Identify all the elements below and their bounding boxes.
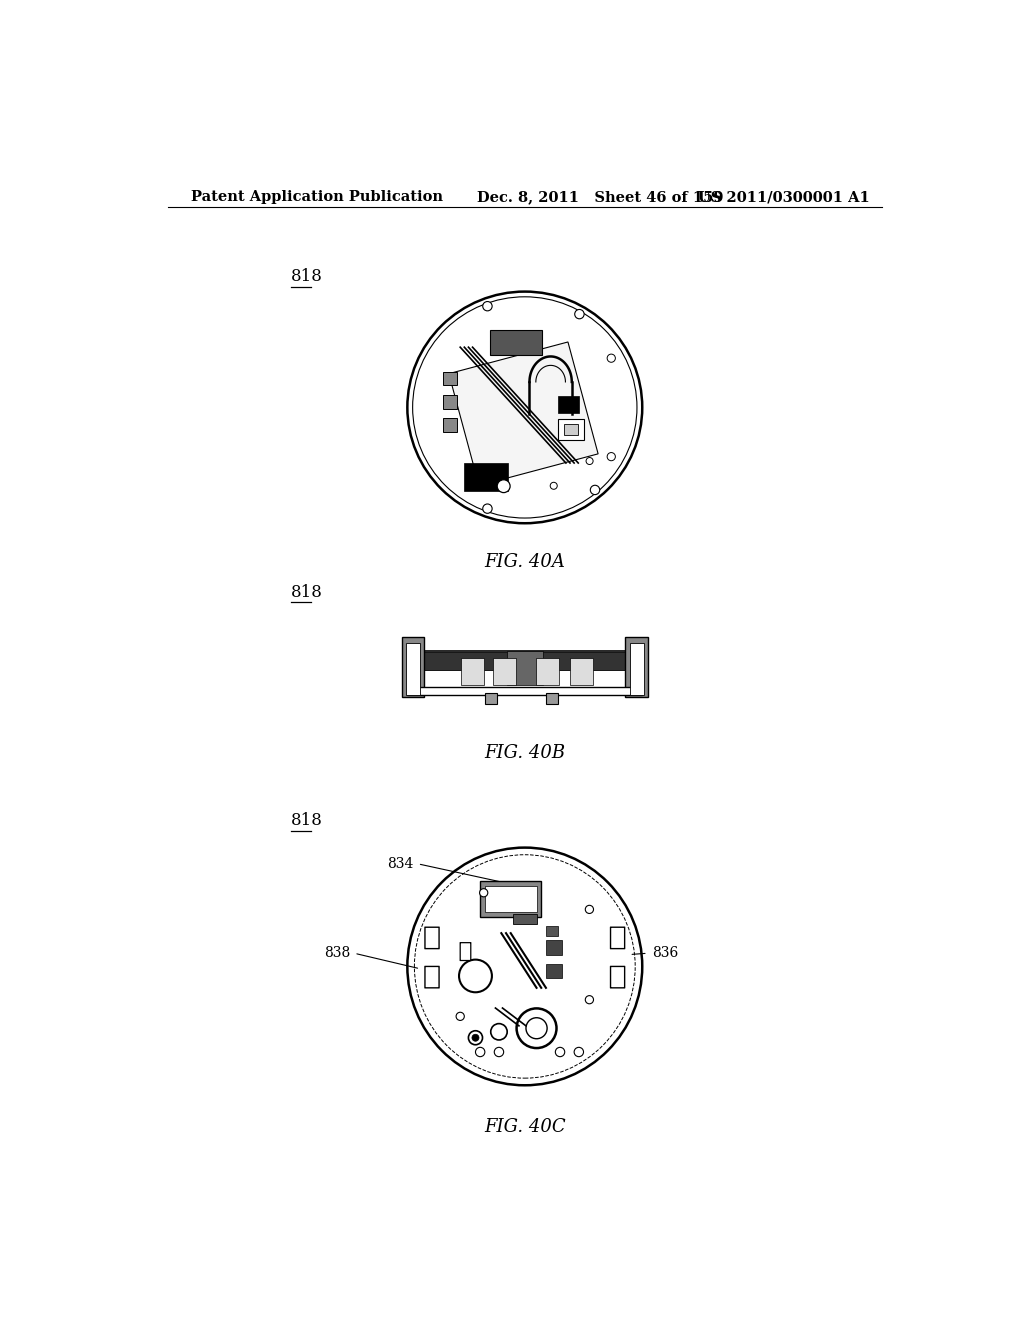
Text: 834: 834 [387, 857, 414, 871]
Bar [442, 418, 457, 432]
Circle shape [512, 890, 519, 896]
Circle shape [550, 482, 557, 490]
Circle shape [586, 995, 594, 1003]
Bar [507, 651, 543, 685]
Bar [407, 643, 420, 694]
Text: US 2011/0300001 A1: US 2011/0300001 A1 [698, 190, 870, 205]
Text: Patent Application Publication: Patent Application Publication [191, 190, 443, 205]
Bar [412, 651, 638, 689]
Bar [626, 638, 648, 697]
Bar [485, 886, 537, 912]
Circle shape [490, 1023, 507, 1040]
Circle shape [475, 1047, 485, 1057]
Bar [513, 915, 537, 924]
Bar [401, 638, 424, 697]
Circle shape [500, 903, 507, 911]
Circle shape [516, 1008, 556, 1048]
Bar [462, 659, 484, 685]
FancyBboxPatch shape [425, 966, 439, 987]
FancyBboxPatch shape [460, 942, 471, 961]
Circle shape [500, 890, 507, 896]
Text: Dec. 8, 2011   Sheet 46 of 159: Dec. 8, 2011 Sheet 46 of 159 [477, 190, 724, 205]
Bar [558, 396, 579, 413]
Circle shape [495, 1047, 504, 1057]
Circle shape [523, 890, 530, 896]
Circle shape [590, 486, 600, 495]
Ellipse shape [409, 849, 641, 1084]
Text: 818: 818 [291, 583, 323, 601]
Bar [489, 330, 543, 355]
Circle shape [482, 301, 493, 312]
Bar [570, 659, 593, 685]
Bar [630, 643, 643, 694]
Circle shape [459, 960, 492, 993]
FancyBboxPatch shape [425, 927, 439, 949]
Bar [480, 880, 542, 916]
Text: 836: 836 [651, 946, 678, 960]
Circle shape [512, 903, 519, 911]
Circle shape [574, 309, 584, 319]
Text: 838: 838 [324, 946, 350, 960]
FancyBboxPatch shape [610, 966, 625, 987]
Text: FIG. 40B: FIG. 40B [484, 744, 565, 762]
Bar [546, 693, 558, 704]
Bar [563, 424, 578, 436]
Circle shape [574, 1047, 584, 1057]
Bar [449, 342, 598, 486]
Bar [485, 693, 497, 704]
Bar [416, 652, 634, 669]
Circle shape [586, 906, 594, 913]
Circle shape [586, 458, 593, 465]
Circle shape [523, 903, 530, 911]
Text: FIG. 40A: FIG. 40A [484, 553, 565, 572]
Bar [464, 463, 508, 491]
Circle shape [472, 1035, 479, 1041]
Bar [546, 940, 562, 954]
Circle shape [468, 1031, 482, 1044]
Text: 818: 818 [291, 268, 323, 285]
Circle shape [482, 504, 493, 513]
Circle shape [607, 354, 615, 362]
FancyBboxPatch shape [610, 927, 625, 949]
Circle shape [498, 479, 510, 492]
Bar [558, 418, 584, 440]
Bar [442, 395, 457, 409]
Circle shape [456, 1012, 464, 1020]
Bar [494, 659, 516, 685]
Circle shape [479, 888, 487, 896]
Bar [408, 688, 642, 694]
Circle shape [555, 1047, 564, 1057]
Circle shape [526, 1018, 547, 1039]
Bar [442, 371, 457, 385]
Bar [537, 659, 559, 685]
Ellipse shape [414, 297, 636, 517]
Bar [546, 927, 558, 936]
Circle shape [607, 453, 615, 461]
Text: FIG. 40C: FIG. 40C [484, 1118, 565, 1137]
Text: 818: 818 [291, 812, 323, 829]
Bar [546, 964, 562, 978]
